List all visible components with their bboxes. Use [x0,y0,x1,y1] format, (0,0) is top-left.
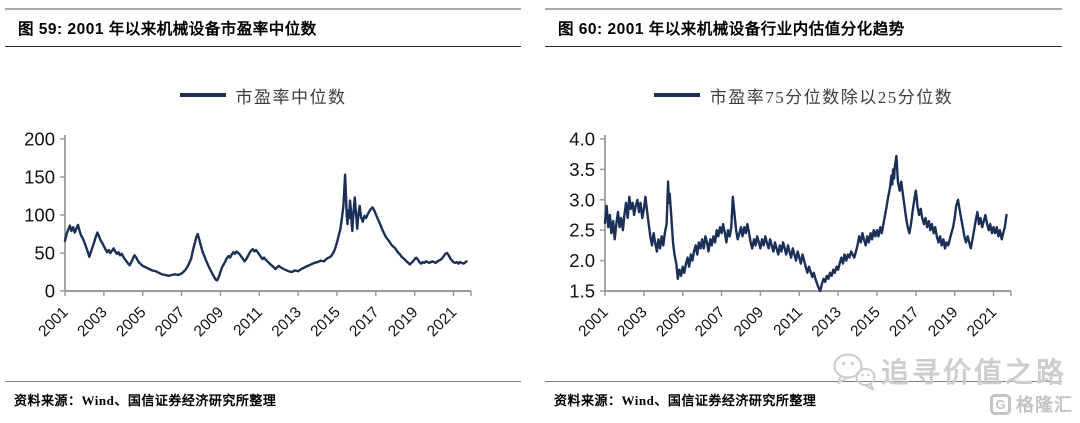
svg-text:2007: 2007 [152,304,188,340]
svg-text:50: 50 [34,243,55,264]
figure-60-legend: 市盈率75分位数除以25分位数 [545,83,1062,107]
svg-text:0: 0 [45,281,55,302]
gelonghui-text: 格隆汇 [1016,395,1073,415]
svg-text:2017: 2017 [886,304,922,340]
svg-text:4.0: 4.0 [569,129,595,150]
svg-text:2001: 2001 [575,304,611,340]
svg-text:2011: 2011 [770,304,806,340]
svg-text:200: 200 [24,129,55,150]
figure-60-panel: 图 60: 2001 年以来机械设备行业内估值分化趋势 市盈率75分位数除以25… [545,8,1062,412]
svg-text:2021: 2021 [424,304,460,340]
svg-text:2015: 2015 [307,304,343,340]
svg-text:2003: 2003 [614,304,650,340]
svg-text:2005: 2005 [113,304,149,340]
svg-text:2015: 2015 [847,304,883,340]
svg-text:2003: 2003 [74,304,110,340]
svg-text:2011: 2011 [230,304,266,340]
pe-median-line-chart: 0 50 100 150 200 2001 2003 2005 2007 2009 2011 2013… [24,129,472,340]
svg-text:2.5: 2.5 [569,220,595,241]
svg-text:2013: 2013 [809,304,845,340]
gelonghui-logo: G 格隆汇 [990,391,1073,417]
svg-text:2.0: 2.0 [569,250,595,271]
svg-text:2019: 2019 [385,304,421,340]
svg-text:2017: 2017 [346,304,382,340]
svg-text:2009: 2009 [731,304,767,340]
figure-60-title: 图 60: 2001 年以来机械设备行业内估值分化趋势 [545,8,1062,47]
svg-text:2001: 2001 [35,304,71,340]
gelonghui-icon: G [990,393,1011,415]
svg-text:150: 150 [24,167,55,188]
svg-text:100: 100 [24,205,55,226]
svg-text:2009: 2009 [191,304,227,340]
figure-59-panel: 图 59: 2001 年以来机械设备市盈率中位数 市盈率中位数 0 50 100 15… [5,8,521,412]
legend-line-swatch [653,93,700,97]
figure-59-legend: 市盈率中位数 [5,83,521,107]
legend-label: 市盈率中位数 [235,87,347,107]
svg-text:3.0: 3.0 [569,189,595,210]
figure-59-title: 图 59: 2001 年以来机械设备市盈率中位数 [5,8,521,47]
legend-line-swatch [179,93,226,97]
figure-59-source: 资料来源：Wind、国信证券经济研究所整理 [5,381,521,412]
svg-text:2021: 2021 [964,304,1000,340]
svg-text:1.5: 1.5 [569,281,595,302]
svg-text:2019: 2019 [925,304,961,340]
legend-label: 市盈率75分位数除以25分位数 [709,87,954,107]
svg-text:2005: 2005 [653,304,689,340]
svg-text:2013: 2013 [269,304,305,340]
svg-text:2007: 2007 [692,304,728,340]
svg-text:3.5: 3.5 [569,159,595,180]
figure-60-source: 资料来源：Wind、国信证券经济研究所整理 [545,381,1062,412]
